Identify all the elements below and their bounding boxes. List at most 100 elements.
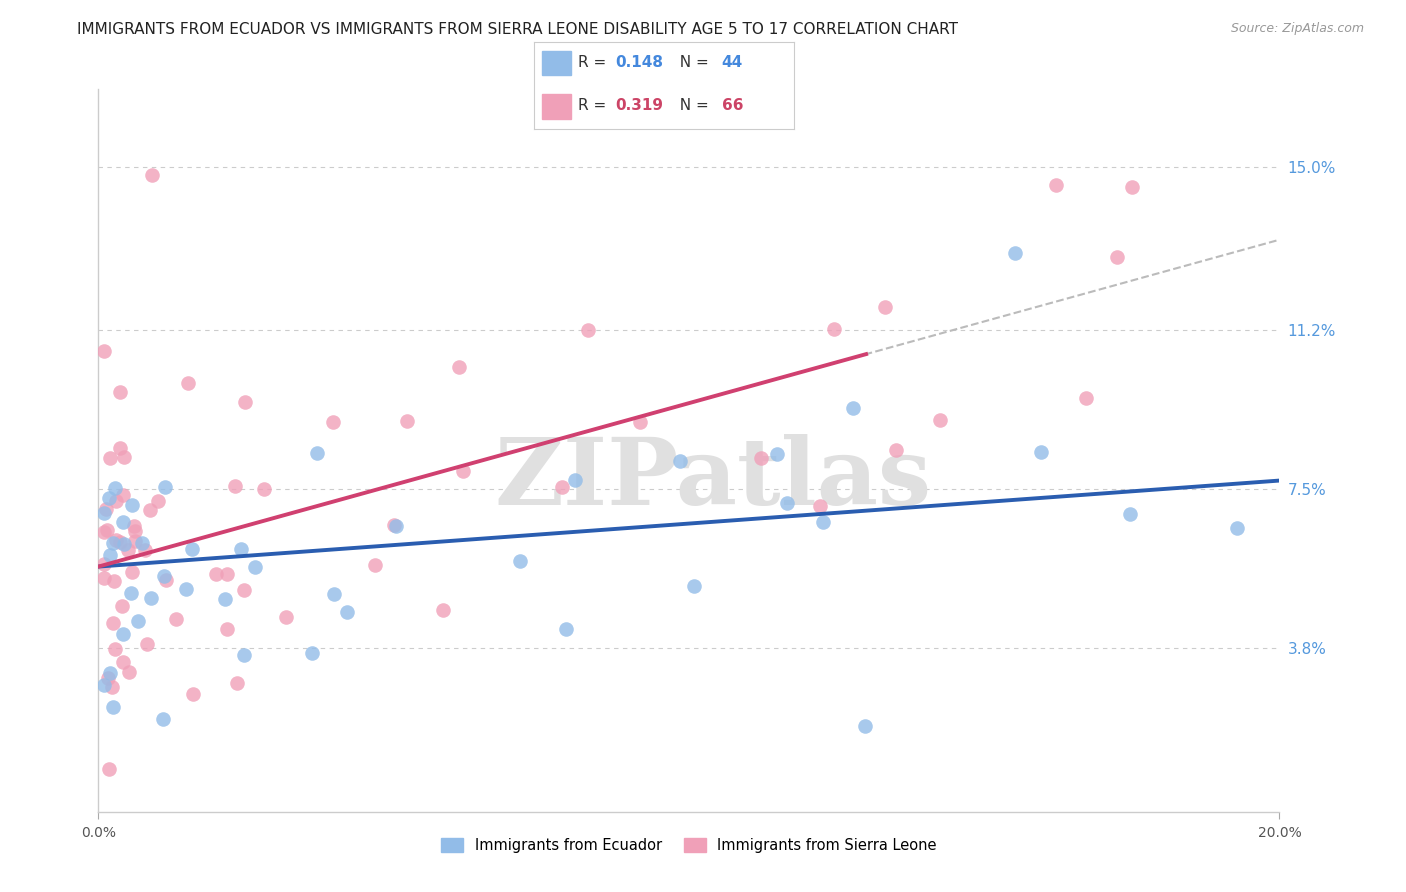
Point	[93, 507, 115, 521]
Point	[136, 637, 159, 651]
Point	[152, 712, 174, 726]
Point	[104, 493, 127, 508]
Point	[141, 168, 163, 182]
Text: 0.148: 0.148	[614, 55, 662, 70]
Point	[101, 536, 124, 550]
Point	[124, 524, 146, 538]
Point	[243, 560, 266, 574]
Point	[134, 542, 156, 557]
Point	[121, 566, 143, 580]
Point	[853, 719, 876, 733]
Point	[233, 648, 256, 662]
Point	[93, 344, 115, 359]
Point	[101, 615, 124, 630]
Legend: Immigrants from Ecuador, Immigrants from Sierra Leone: Immigrants from Ecuador, Immigrants from…	[436, 832, 942, 859]
Point	[174, 582, 197, 596]
Text: ZIPatlas: ZIPatlas	[494, 434, 931, 524]
Point	[323, 587, 346, 601]
Point	[628, 415, 651, 429]
Point	[395, 414, 418, 428]
Point	[555, 622, 578, 636]
Point	[1029, 445, 1052, 459]
Point	[128, 614, 150, 628]
Point	[1107, 250, 1129, 264]
Point	[336, 605, 359, 619]
Text: Source: ZipAtlas.com: Source: ZipAtlas.com	[1230, 22, 1364, 36]
Point	[842, 401, 865, 415]
Point	[111, 627, 134, 641]
Point	[104, 641, 127, 656]
Point	[165, 612, 187, 626]
Point	[215, 622, 238, 636]
Point	[1119, 507, 1142, 521]
Point	[225, 676, 247, 690]
Text: R =: R =	[578, 98, 612, 113]
Point	[152, 569, 174, 583]
Point	[808, 499, 831, 513]
Point	[252, 483, 274, 497]
Point	[101, 699, 124, 714]
Point	[108, 385, 131, 400]
Point	[382, 517, 405, 532]
Point	[451, 464, 474, 478]
Point	[98, 451, 121, 466]
Point	[93, 571, 115, 585]
Point	[274, 610, 297, 624]
Point	[214, 592, 236, 607]
Point	[111, 599, 134, 614]
Bar	[543, 51, 571, 75]
Text: N =: N =	[669, 55, 713, 70]
Point	[100, 665, 122, 680]
Point	[104, 533, 127, 547]
Point	[110, 534, 132, 549]
Point	[111, 487, 134, 501]
Point	[229, 542, 252, 557]
Point	[112, 537, 135, 551]
Point	[823, 322, 845, 336]
Point	[447, 359, 470, 374]
Point	[131, 535, 153, 549]
Point	[93, 524, 115, 539]
Point	[551, 480, 574, 494]
Point	[139, 502, 162, 516]
Point	[93, 558, 115, 572]
Point	[181, 687, 204, 701]
Point	[509, 554, 531, 568]
Point	[122, 519, 145, 533]
Point	[875, 300, 897, 314]
Point	[363, 558, 385, 572]
Text: 66: 66	[721, 98, 742, 113]
Point	[205, 567, 228, 582]
Point	[1226, 521, 1249, 535]
Text: IMMIGRANTS FROM ECUADOR VS IMMIGRANTS FROM SIERRA LEONE DISABILITY AGE 5 TO 17 C: IMMIGRANTS FROM ECUADOR VS IMMIGRANTS FR…	[77, 22, 959, 37]
Text: 44: 44	[721, 55, 742, 70]
Point	[683, 579, 706, 593]
Point	[385, 518, 408, 533]
Point	[1076, 391, 1098, 405]
Point	[928, 413, 950, 427]
Point	[180, 542, 202, 557]
Point	[103, 574, 125, 588]
Point	[112, 655, 135, 669]
Point	[96, 523, 118, 537]
Point	[148, 494, 170, 508]
Point	[233, 583, 256, 598]
Point	[1004, 245, 1026, 260]
Point	[576, 323, 599, 337]
Point	[93, 678, 115, 692]
Point	[564, 473, 586, 487]
Point	[886, 443, 908, 458]
Point	[224, 479, 246, 493]
Point	[1121, 180, 1143, 194]
Point	[301, 646, 323, 660]
Point	[117, 542, 139, 557]
Point	[1045, 178, 1067, 192]
Point	[139, 591, 162, 605]
Point	[307, 446, 329, 460]
Bar	[543, 95, 571, 119]
Point	[176, 376, 198, 390]
Point	[432, 603, 454, 617]
Text: R =: R =	[578, 55, 612, 70]
Point	[813, 515, 835, 529]
Point	[94, 501, 117, 516]
